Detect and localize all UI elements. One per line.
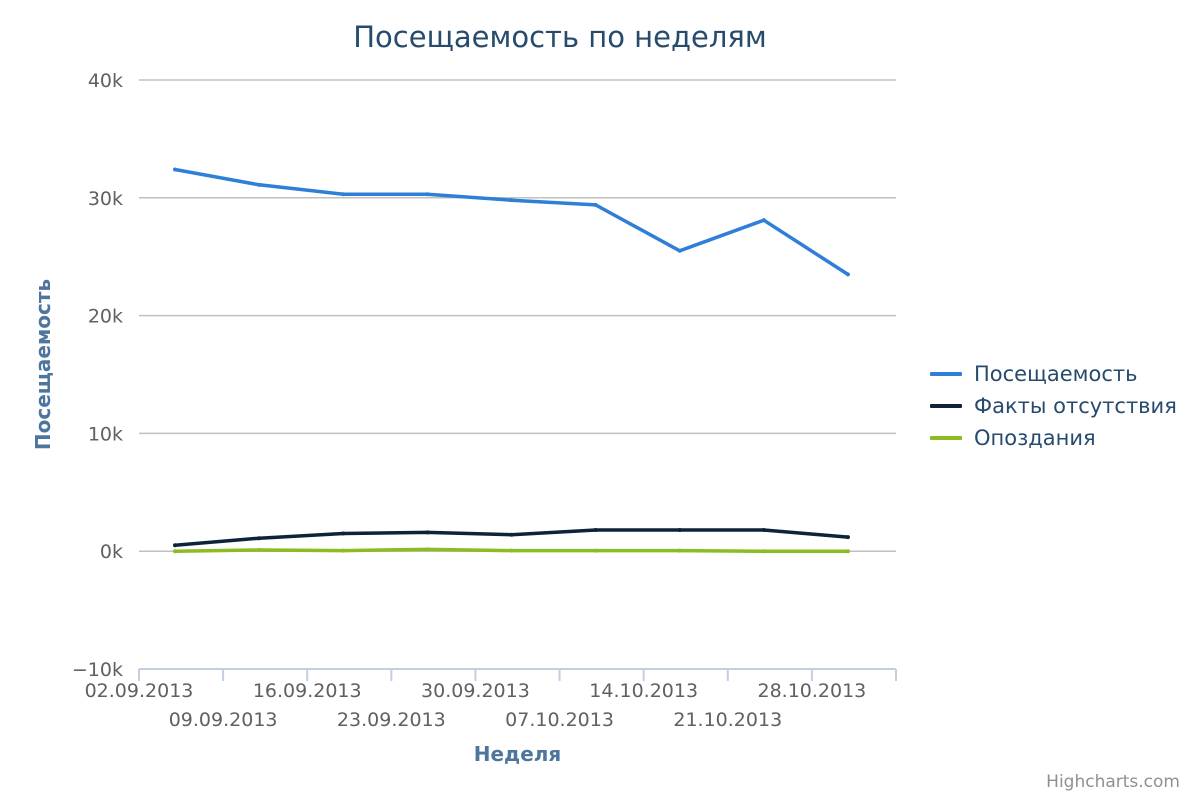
data-point (761, 218, 766, 223)
data-point (677, 527, 682, 532)
data-point (509, 198, 514, 203)
x-tick-label: 14.10.2013 (589, 680, 698, 702)
legend: Посещаемость Факты отсутствия Опоздания (930, 358, 1177, 454)
data-point (509, 532, 514, 537)
series-line-2 (173, 528, 850, 548)
data-point (257, 536, 262, 541)
data-point (257, 182, 262, 187)
x-tick-label: 23.09.2013 (337, 709, 446, 731)
x-tick-label: 16.09.2013 (253, 680, 362, 702)
data-point (173, 167, 178, 172)
x-tick-label: 21.10.2013 (673, 709, 782, 731)
data-point (341, 548, 346, 553)
x-tick-label: 09.09.2013 (169, 709, 278, 731)
y-tick-label: 20k (88, 306, 123, 328)
x-tick-label: 07.10.2013 (505, 709, 614, 731)
x-tick-label: 28.10.2013 (757, 680, 866, 702)
chart-title: Посещаемость по неделям (353, 20, 767, 54)
data-point (593, 527, 598, 532)
x-tick-label: 30.09.2013 (421, 680, 530, 702)
y-tick-label: 30k (88, 188, 123, 210)
data-point (761, 527, 766, 532)
data-point (509, 548, 514, 553)
credits-link[interactable]: Highcharts.com (1046, 772, 1180, 792)
legend-item-1[interactable]: Посещаемость (930, 358, 1177, 390)
y-tick-label: 40k (88, 70, 123, 92)
data-point (761, 549, 766, 554)
x-tick-label: 02.09.2013 (85, 680, 194, 702)
data-point (593, 548, 598, 553)
data-point (257, 548, 262, 553)
data-point (845, 272, 850, 277)
data-point (341, 531, 346, 536)
y-tick-label: −10k (72, 659, 123, 681)
legend-label: Посещаемость (974, 362, 1138, 386)
data-point (677, 548, 682, 553)
legend-swatch (930, 436, 962, 440)
data-point (425, 192, 430, 197)
legend-item-2[interactable]: Факты отсутствия (930, 390, 1177, 422)
data-point (173, 543, 178, 548)
data-point (845, 549, 850, 554)
data-point (425, 530, 430, 535)
legend-item-3[interactable]: Опоздания (930, 422, 1177, 454)
y-tick-label: 0k (100, 541, 123, 563)
legend-swatch (930, 372, 962, 376)
data-point (677, 248, 682, 253)
x-axis-title: Неделя (474, 742, 562, 766)
y-tick-label: 10k (88, 423, 123, 445)
data-point (173, 549, 178, 554)
legend-swatch (930, 404, 962, 408)
legend-label: Факты отсутствия (974, 394, 1177, 418)
y-axis-title: Посещаемость (31, 279, 55, 450)
data-point (593, 202, 598, 207)
data-point (845, 535, 850, 540)
series-line-1 (173, 167, 850, 277)
data-point (425, 547, 430, 552)
data-point (341, 192, 346, 197)
legend-label: Опоздания (974, 426, 1096, 450)
